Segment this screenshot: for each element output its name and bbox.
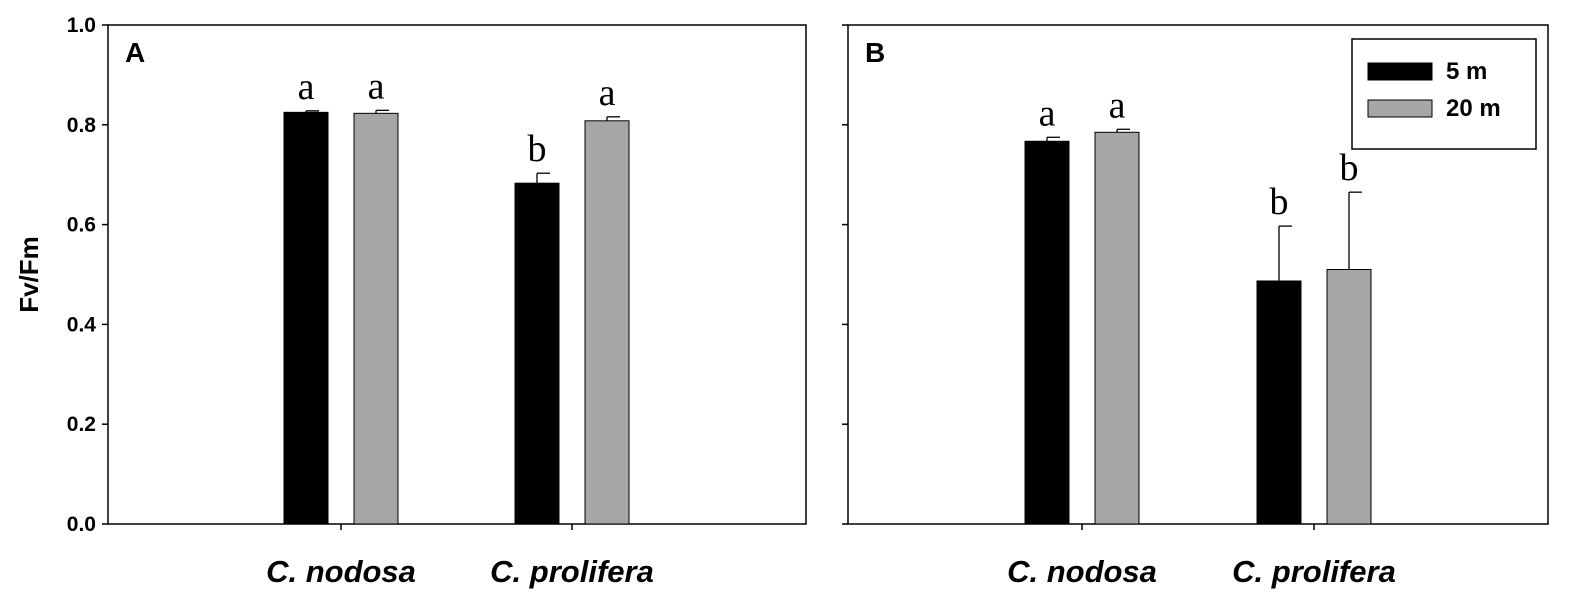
bar xyxy=(1024,140,1070,525)
panel-b: B C. nodosa C. prolifera a b a b 5 m 20 m xyxy=(842,24,1549,589)
significance-letter: b xyxy=(1270,181,1289,223)
y-tick-label: 0.2 xyxy=(67,413,96,436)
category-label: C. prolifera xyxy=(1232,554,1396,589)
significance-letter: b xyxy=(528,128,547,170)
bar xyxy=(1256,280,1302,525)
y-tick-label: 0.6 xyxy=(67,214,96,237)
y-tick-label: 0.8 xyxy=(67,114,97,137)
bar xyxy=(353,112,399,525)
legend-swatch xyxy=(1367,62,1433,81)
y-tick-label: 0.4 xyxy=(67,313,97,336)
bar xyxy=(283,111,329,525)
significance-letter: b xyxy=(1340,147,1359,189)
bar xyxy=(1094,131,1140,525)
bar xyxy=(584,120,630,525)
panel-label: A xyxy=(125,37,145,68)
significance-letter: a xyxy=(1109,84,1126,126)
legend-swatch xyxy=(1367,99,1433,118)
significance-letter: a xyxy=(599,72,616,114)
significance-letter: a xyxy=(368,65,385,107)
significance-letter: a xyxy=(1039,92,1056,134)
legend-label: 20 m xyxy=(1446,95,1501,122)
category-label: C. nodosa xyxy=(1007,554,1157,589)
y-tick-label: 1.0 xyxy=(67,14,96,37)
legend: 5 m 20 m xyxy=(1351,38,1537,150)
y-tick-label: 0.0 xyxy=(67,513,96,536)
category-label: C. prolifera xyxy=(490,554,654,589)
panel-a: 0.0 0.2 0.4 0.6 0.8 1.0 Fv/Fm A C. nodosa C. prol… xyxy=(14,14,807,589)
y-axis-title: Fv/Fm xyxy=(14,236,44,313)
legend-box xyxy=(1351,38,1537,150)
category-label: C. nodosa xyxy=(266,554,416,589)
legend-label: 5 m xyxy=(1446,58,1487,85)
bar xyxy=(1326,269,1372,525)
plot-frame xyxy=(107,24,807,525)
bar xyxy=(514,182,560,525)
plot-frame xyxy=(847,24,1549,525)
panel-label: B xyxy=(865,37,885,68)
significance-letter: a xyxy=(298,66,315,108)
